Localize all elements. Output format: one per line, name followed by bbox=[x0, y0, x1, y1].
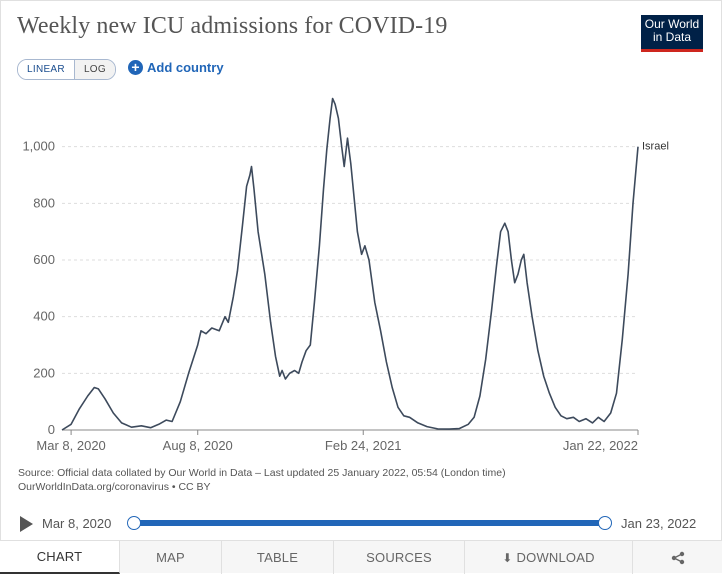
x-tick-label: Feb 24, 2021 bbox=[325, 438, 402, 453]
logo-line-1: Our World bbox=[644, 17, 700, 31]
series-end-label: Israel bbox=[642, 141, 669, 153]
log-scale-button[interactable]: LOG bbox=[74, 60, 115, 79]
owid-logo[interactable]: Our World in Data bbox=[641, 15, 703, 52]
timeline-end-handle[interactable] bbox=[598, 516, 612, 530]
tab-table[interactable]: TABLE bbox=[222, 541, 334, 574]
tab-share[interactable] bbox=[633, 541, 722, 574]
timeline: Mar 8, 2020 Jan 23, 2022 bbox=[0, 510, 722, 538]
timeline-start-date: Mar 8, 2020 bbox=[42, 516, 112, 531]
tab-sources[interactable]: SOURCES bbox=[334, 541, 465, 574]
source-line-1: Source: Official data collated by Our Wo… bbox=[18, 467, 506, 479]
y-tick-label: 400 bbox=[33, 309, 55, 324]
x-tick-label: Jan 22, 2022 bbox=[563, 438, 638, 453]
x-tick-label: Aug 8, 2020 bbox=[163, 438, 233, 453]
timeline-end-date: Jan 23, 2022 bbox=[621, 516, 697, 531]
y-tick-label: 800 bbox=[33, 195, 55, 210]
logo-line-2: in Data bbox=[652, 30, 692, 44]
chart-title: Weekly new ICU admissions for COVID-19 bbox=[17, 13, 448, 39]
y-tick-label: 0 bbox=[48, 422, 55, 437]
series-layer: Israel bbox=[61, 97, 669, 431]
y-axis-ticks: 0 200 400 600 800 1,000 bbox=[22, 139, 55, 437]
line-chart: 0 200 400 600 800 1,000 Mar 8, 2020 Aug 8, 202… bbox=[22, 97, 669, 453]
source-line-2: OurWorldInData.org/coronavirus • CC BY bbox=[18, 481, 211, 493]
add-country-label: Add country bbox=[147, 60, 224, 75]
share-icon bbox=[671, 551, 684, 564]
plus-circle-icon: + bbox=[128, 60, 143, 75]
tab-download-label: DOWNLOAD bbox=[516, 550, 595, 565]
tab-download[interactable]: ⬇ DOWNLOAD bbox=[465, 541, 633, 574]
timeline-start-handle[interactable] bbox=[127, 516, 141, 530]
source-note: Source: Official data collated by Our Wo… bbox=[18, 466, 506, 494]
download-icon: ⬇ bbox=[502, 550, 513, 565]
y-tick-label: 1,000 bbox=[22, 139, 55, 154]
x-tick-label: Mar 8, 2020 bbox=[36, 438, 105, 453]
tab-bar: CHART MAP TABLE SOURCES ⬇ DOWNLOAD bbox=[0, 540, 722, 574]
y-tick-label: 600 bbox=[33, 252, 55, 267]
scale-toggle: LINEAR LOG bbox=[17, 59, 116, 80]
y-tick-label: 200 bbox=[33, 365, 55, 380]
add-country-button[interactable]: + Add country bbox=[128, 60, 224, 75]
x-axis-ticks: Mar 8, 2020 Aug 8, 2020 Feb 24, 2021 Jan 22… bbox=[36, 430, 639, 453]
series-line-israel[interactable] bbox=[61, 97, 639, 431]
linear-scale-button[interactable]: LINEAR bbox=[18, 60, 75, 79]
play-icon[interactable] bbox=[20, 516, 33, 532]
tab-chart[interactable]: CHART bbox=[0, 541, 120, 574]
grid-lines bbox=[62, 146, 638, 431]
timeline-track[interactable] bbox=[134, 520, 605, 526]
tab-map[interactable]: MAP bbox=[120, 541, 222, 574]
